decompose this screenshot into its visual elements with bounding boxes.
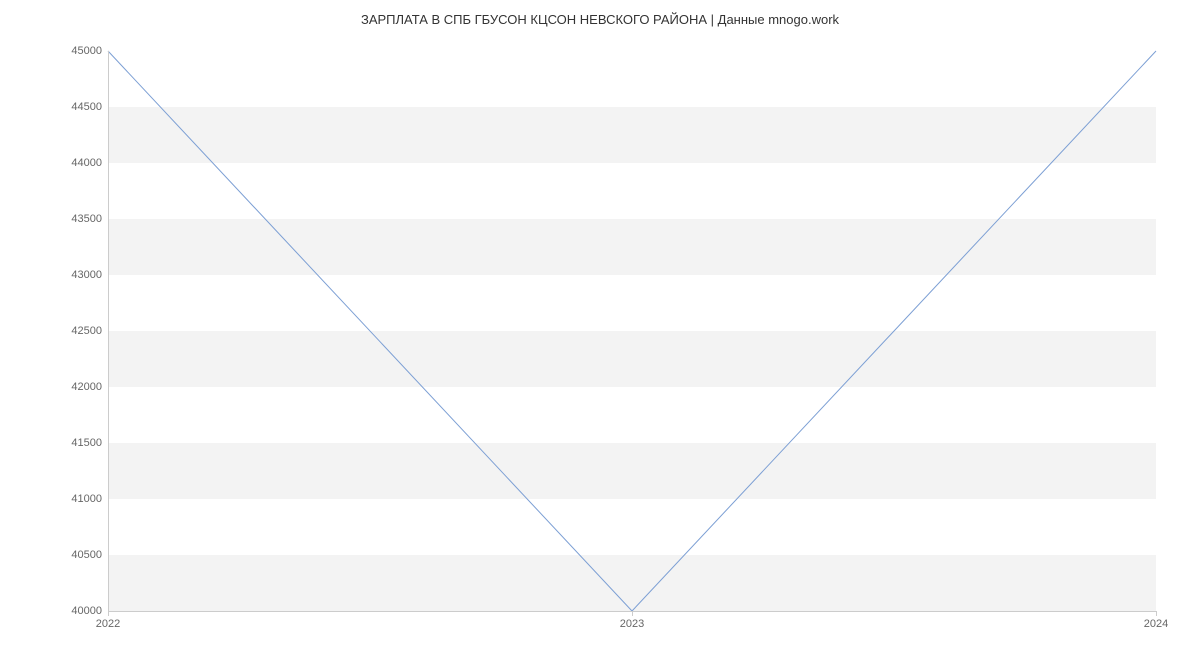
y-tick-label: 44000	[42, 157, 102, 169]
y-tick-label: 41500	[42, 437, 102, 449]
x-tick	[1156, 611, 1157, 616]
y-tick-label: 42000	[42, 381, 102, 393]
x-tick-label: 2022	[78, 618, 138, 630]
y-tick-label: 41000	[42, 493, 102, 505]
x-tick	[632, 611, 633, 616]
y-tick-label: 40000	[42, 605, 102, 617]
y-tick-label: 43500	[42, 213, 102, 225]
y-tick-label: 44500	[42, 101, 102, 113]
y-tick-label: 42500	[42, 325, 102, 337]
y-tick-label: 40500	[42, 549, 102, 561]
series-line	[108, 51, 1156, 611]
y-tick-label: 43000	[42, 269, 102, 281]
x-tick	[108, 611, 109, 616]
x-tick-label: 2023	[602, 618, 662, 630]
y-tick-label: 45000	[42, 45, 102, 57]
chart-title: ЗАРПЛАТА В СПБ ГБУСОН КЦСОН НЕВСКОГО РАЙ…	[0, 12, 1200, 27]
line-series	[108, 51, 1156, 611]
y-axis-line	[108, 51, 109, 611]
plot-area	[108, 51, 1156, 611]
x-tick-label: 2024	[1126, 618, 1186, 630]
